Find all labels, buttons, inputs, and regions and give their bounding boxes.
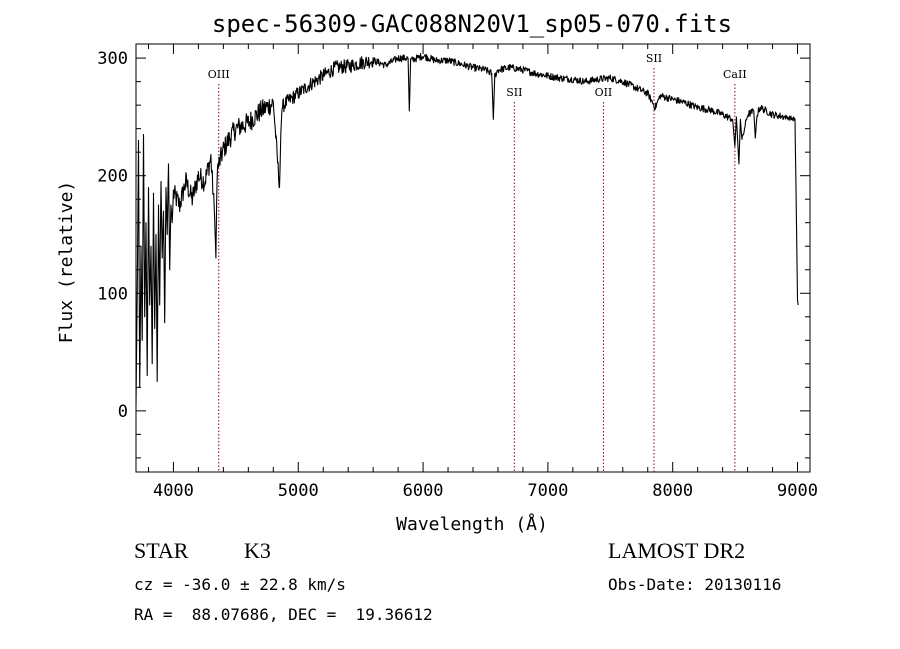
x-tick-label: 5000 <box>278 481 319 501</box>
line-label-1: SII <box>506 86 522 99</box>
object-subclass: K3 <box>244 538 271 563</box>
spectrum-line <box>135 53 799 406</box>
x-axis-label: Wavelength (Å) <box>396 513 548 535</box>
y-tick-label: 200 <box>97 167 128 187</box>
y-tick-label: 0 <box>118 402 128 422</box>
survey-name: LAMOST DR2 <box>608 538 746 563</box>
y-tick-label: 100 <box>97 284 128 304</box>
object-type: STAR <box>134 538 189 563</box>
x-tick-label: 9000 <box>777 481 818 501</box>
x-axis-ticks: 4000 5000 6000 7000 8000 9000 <box>147 44 818 501</box>
x-tick-label: 4000 <box>153 481 194 501</box>
observation-date: Obs-Date: 20130116 <box>608 575 782 594</box>
redshift-velocity: cz = -36.0 ± 22.8 km/s <box>134 575 346 594</box>
y-tick-label: 300 <box>97 49 128 69</box>
x-tick-label: 7000 <box>527 481 568 501</box>
x-tick-label: 8000 <box>652 481 693 501</box>
line-label-0: OIII <box>208 68 230 81</box>
emission-line-markers: OIII SII OII SII CaII <box>208 52 747 472</box>
x-tick-label: 6000 <box>403 481 444 501</box>
line-label-2: OII <box>595 86 613 99</box>
y-axis-label: Flux (relative) <box>56 181 77 344</box>
line-label-4: CaII <box>723 68 747 81</box>
y-axis-ticks: 0 100 200 300 <box>97 49 810 459</box>
coordinates: RA = 88.07686, DEC = 19.36612 <box>134 605 433 624</box>
line-label-3: SII <box>646 52 662 65</box>
chart-title: spec-56309-GAC088N20V1_sp05-070.fits <box>212 10 732 38</box>
